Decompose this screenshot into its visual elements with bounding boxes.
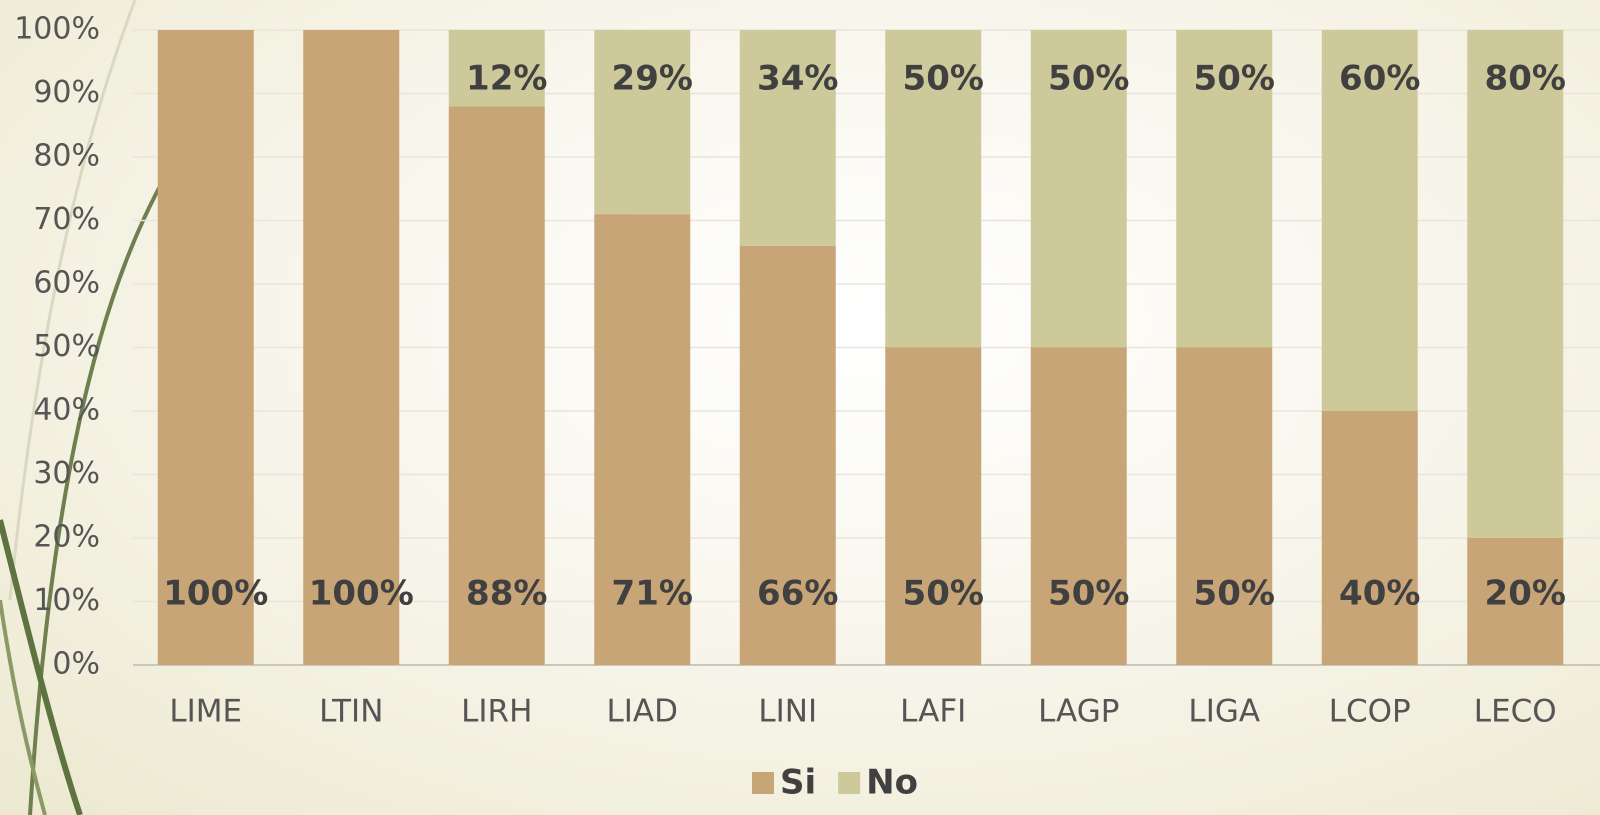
legend-label: No	[866, 763, 918, 803]
x-tick-label: LIGA	[1188, 694, 1260, 730]
x-tick-label: LECO	[1474, 694, 1557, 730]
bar-segment	[1030, 30, 1127, 348]
bar-segment	[1321, 30, 1418, 411]
data-label: 50%	[903, 574, 984, 614]
bar-segment	[1467, 30, 1564, 538]
y-tick-label: 80%	[33, 139, 100, 174]
x-tick-label: LIRH	[461, 694, 532, 730]
bar-segment	[1176, 347, 1273, 665]
legend-swatch	[752, 772, 774, 794]
x-tick-label: LIAD	[607, 694, 679, 730]
y-tick-label: 70%	[33, 202, 100, 237]
bar-segment	[157, 30, 254, 665]
data-label: 29%	[612, 59, 693, 99]
data-label: 71%	[612, 574, 693, 614]
data-label: 100%	[163, 574, 268, 614]
data-label: 50%	[1048, 574, 1129, 614]
x-tick-label: LCOP	[1329, 694, 1411, 730]
bar-segment	[1176, 30, 1273, 348]
y-tick-label: 0%	[52, 647, 100, 682]
bar-segment	[303, 30, 400, 665]
data-label: 60%	[1339, 59, 1420, 99]
data-label: 12%	[466, 59, 547, 99]
plot-area: 0% 10% 20% 30% 40% 50% 60% 70% 80% 90% 100% LIME LTI…	[14, 12, 1600, 803]
bar-segment	[448, 30, 545, 107]
y-tick-label: 30%	[33, 456, 100, 491]
data-label: 80%	[1485, 59, 1566, 99]
legend-label: Si	[780, 763, 816, 803]
data-label: 50%	[1194, 574, 1275, 614]
data-label: 34%	[757, 59, 838, 99]
y-tick-label: 90%	[33, 75, 100, 110]
bar-segment	[739, 30, 836, 246]
y-tick-label: 20%	[33, 520, 100, 555]
data-label: 66%	[757, 574, 838, 614]
bar-segment	[885, 30, 982, 348]
y-tick-label: 40%	[33, 393, 100, 428]
data-label: 100%	[309, 574, 414, 614]
bar-segment	[1030, 347, 1127, 665]
bar-segment	[739, 245, 836, 665]
x-tick-label: LAGP	[1038, 694, 1119, 730]
bar-segment	[885, 347, 982, 665]
y-tick-label: 100%	[14, 12, 100, 47]
legend-swatch	[838, 772, 861, 794]
y-tick-label: 60%	[33, 266, 100, 301]
data-label: 50%	[1194, 59, 1275, 99]
data-label: 20%	[1485, 574, 1566, 614]
y-tick-label: 50%	[33, 329, 100, 364]
x-tick-label: LINI	[758, 694, 817, 730]
y-tick-label: 10%	[33, 583, 100, 618]
data-label: 50%	[1048, 59, 1129, 99]
x-tick-label: LTIN	[319, 694, 383, 730]
bar-segment	[594, 30, 691, 215]
bar-segment	[594, 214, 691, 665]
bar-segment	[1321, 411, 1418, 665]
data-label: 88%	[466, 574, 547, 614]
x-tick-label: LAFI	[900, 694, 966, 730]
bar-segment	[1467, 538, 1564, 665]
bar-segment	[448, 106, 545, 665]
data-label: 50%	[903, 59, 984, 99]
data-label: 40%	[1339, 574, 1420, 614]
x-tick-label: LIME	[169, 694, 242, 730]
